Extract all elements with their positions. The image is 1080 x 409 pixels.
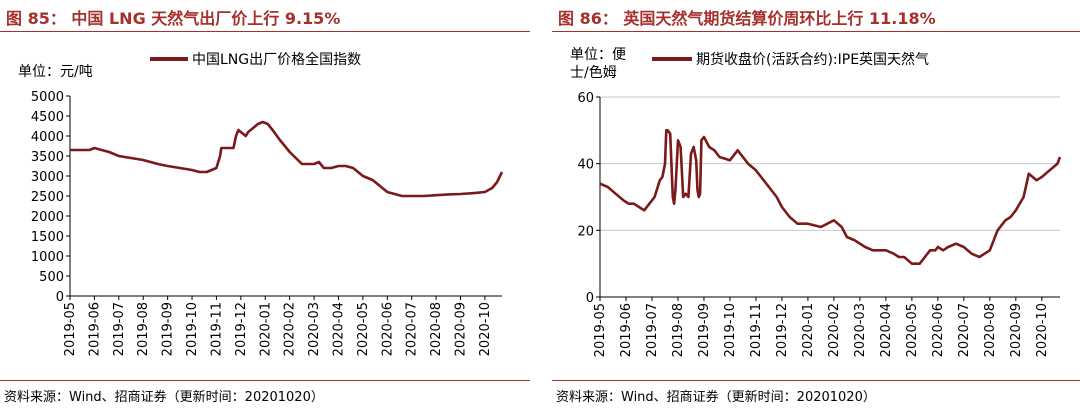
x-tick-label: 2020-02 (827, 303, 842, 357)
x-tick-label: 2019-09 (697, 303, 712, 357)
chart-panel-right: 图 86： 英国天然气期货结算价周环比上行 11.18% 单位：便 士/色姆 期货收… (552, 0, 1080, 409)
x-tick-label: 2019-05 (63, 302, 78, 356)
y-tick-label: 5000 (31, 90, 64, 105)
y-tick-label: 2000 (31, 210, 64, 225)
line-chart-lng: 单位：元/吨中国LNG出厂价格全国指数500045004000350030002… (18, 51, 504, 356)
x-tick-label: 2020-01 (258, 302, 273, 356)
x-tick-label: 2019-06 (619, 303, 634, 357)
source-rule (0, 380, 530, 381)
y-tick-label: 3000 (31, 170, 64, 185)
source-rule (552, 380, 1080, 381)
y-tick-label: 1500 (31, 230, 64, 245)
x-tick-label: 2020-03 (853, 303, 868, 357)
x-tick-label: 2019-11 (209, 302, 224, 356)
title-rule (552, 31, 1080, 32)
y-tick-label: 0 (56, 290, 64, 305)
x-tick-label: 2020-02 (283, 302, 298, 356)
y-tick-label: 40 (577, 158, 594, 173)
x-tick-label: 2020-08 (983, 303, 998, 357)
x-tick-label: 2020-03 (307, 302, 322, 356)
y-tick-label: 2500 (31, 190, 64, 205)
x-tick-label: 2019-12 (775, 303, 790, 357)
x-tick-label: 2020-09 (454, 302, 469, 356)
unit-label: 单位：元/吨 (18, 64, 93, 80)
unit-label: 单位：便 (570, 47, 626, 63)
source-note: 资料来源：Wind、招商证券（更新时间：20201020） (556, 390, 876, 405)
x-tick-label: 2020-08 (429, 302, 444, 356)
y-tick-label: 3500 (31, 150, 64, 165)
x-tick-label: 2020-07 (405, 302, 420, 356)
x-tick-label: 2020-10 (478, 302, 493, 356)
chart-title: 图 85： 中国 LNG 天然气出厂价上行 9.15% (6, 9, 341, 28)
title-rule (0, 31, 530, 32)
x-tick-label: 2020-09 (1009, 303, 1024, 357)
y-tick-label: 0 (586, 291, 594, 306)
x-tick-label: 2020-07 (957, 303, 972, 357)
x-tick-label: 2020-05 (356, 302, 371, 356)
unit-label: 士/色姆 (570, 64, 617, 81)
line-chart-ipe: 单位：便士/色姆期货收盘价(活跃合约):IPE英国天然气60402002019-… (570, 47, 1062, 357)
y-tick-label: 20 (577, 224, 594, 239)
chart-panel-left: 图 85： 中国 LNG 天然气出厂价上行 9.15% 单位：元/吨 中国LNG出… (0, 0, 530, 409)
chart-title: 图 86： 英国天然气期货结算价周环比上行 11.18% (558, 9, 936, 28)
x-tick-label: 2019-11 (749, 303, 764, 357)
series-line (70, 120, 504, 198)
y-tick-label: 1000 (31, 250, 64, 265)
x-tick-label: 2019-10 (723, 303, 738, 357)
x-tick-label: 2020-10 (1035, 303, 1050, 357)
series-line (599, 129, 1062, 265)
x-tick-label: 2019-09 (161, 302, 176, 356)
x-tick-label: 2019-08 (136, 302, 151, 356)
y-tick-label: 500 (39, 270, 64, 285)
legend-label: 中国LNG出厂价格全国指数 (192, 51, 361, 68)
x-tick-label: 2020-05 (905, 303, 920, 357)
x-tick-label: 2019-08 (671, 303, 686, 357)
x-tick-label: 2020-04 (879, 303, 894, 357)
x-tick-label: 2019-05 (593, 303, 608, 357)
y-tick-label: 4500 (31, 110, 64, 125)
source-note: 资料来源：Wind、招商证券（更新时间：20201020） (4, 390, 324, 405)
x-tick-label: 2019-07 (645, 303, 660, 357)
x-tick-label: 2019-07 (112, 302, 127, 356)
x-tick-label: 2020-01 (801, 303, 816, 357)
legend-label: 期货收盘价(活跃合约):IPE英国天然气 (696, 51, 929, 68)
x-tick-label: 2020-06 (931, 303, 946, 357)
x-tick-label: 2020-04 (331, 302, 346, 356)
x-tick-label: 2019-12 (234, 302, 249, 356)
y-tick-label: 4000 (31, 130, 64, 145)
x-tick-label: 2019-10 (185, 302, 200, 356)
y-tick-label: 60 (577, 91, 594, 106)
x-tick-label: 2020-06 (380, 302, 395, 356)
x-tick-label: 2019-06 (87, 302, 102, 356)
